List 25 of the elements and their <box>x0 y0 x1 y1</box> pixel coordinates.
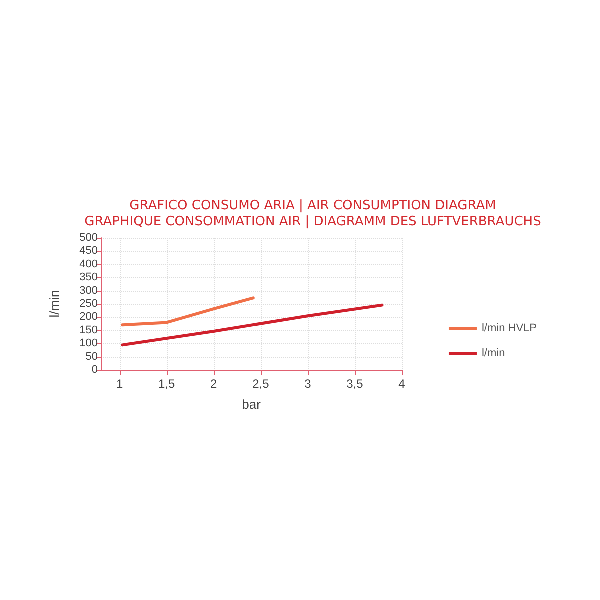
y-axis-title: l/min <box>47 290 62 318</box>
y-tick-label: 150 <box>80 324 98 336</box>
y-tick-label: 100 <box>80 338 98 350</box>
x-tick-label: 3 <box>304 377 312 391</box>
y-tick-label: 50 <box>86 350 98 363</box>
x-tick-label: 4 <box>398 377 406 391</box>
x-tick-label: 3,5 <box>346 377 364 391</box>
y-tick-label: 450 <box>80 245 98 258</box>
y-tick-label: 350 <box>80 272 98 284</box>
x-tick-label: 1 <box>116 377 124 391</box>
chart-title: GRAFICO CONSUMO ARIA | AIR CONSUMPTION DIAGRAM GRAPHIQUE CONSOMMATION AIR | DIAGRAMM DES LUFTVERBRAUCHS <box>84 198 542 230</box>
y-tick-label: 400 <box>80 258 98 270</box>
x-tick-label: 1,5 <box>158 377 176 391</box>
line-series <box>121 296 255 327</box>
x-tick-label: 2,5 <box>252 377 270 391</box>
x-tick-label: 2 <box>210 377 218 391</box>
y-tick-label: 250 <box>80 298 98 310</box>
line-series <box>121 304 384 347</box>
y-tick-label: 300 <box>80 284 98 297</box>
legend-label: l/min <box>482 348 506 360</box>
legend-label: l/min HVLP <box>482 322 538 334</box>
x-axis-title: bar <box>242 397 262 412</box>
y-tick-label: 200 <box>80 311 98 324</box>
y-tick-label: 0 <box>92 364 98 376</box>
y-tick-label: 500 <box>80 232 98 244</box>
